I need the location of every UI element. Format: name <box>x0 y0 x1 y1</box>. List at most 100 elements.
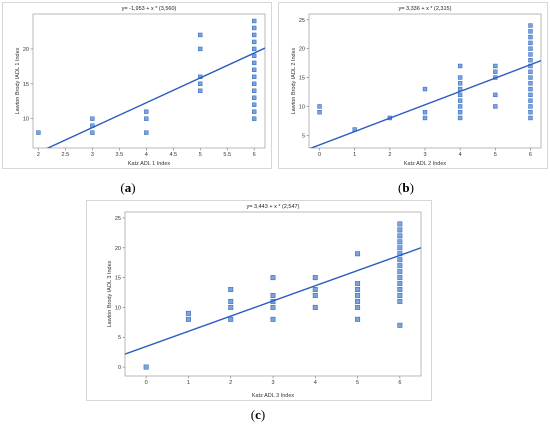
y-axis-label: Lawton Brody IADL 3 Index <box>107 260 113 327</box>
data-point <box>457 81 463 86</box>
data-point <box>355 292 361 298</box>
data-point <box>397 287 403 293</box>
y-tick-label: 15 <box>299 76 305 82</box>
data-point <box>90 116 95 121</box>
data-point <box>270 275 276 281</box>
data-point <box>528 109 533 115</box>
data-point <box>457 115 463 121</box>
data-point <box>252 109 257 114</box>
x-tick-label: 6 <box>398 380 401 386</box>
data-point <box>457 104 463 109</box>
x-tick-label: 4 <box>459 152 462 158</box>
y-tick-label: 5 <box>302 133 305 139</box>
x-tick-label: 0 <box>318 152 321 158</box>
subfigure-letter-a: a <box>124 180 132 195</box>
data-point <box>252 18 257 24</box>
data-point <box>457 63 463 69</box>
x-tick-label: 0 <box>145 380 148 386</box>
data-point <box>185 310 191 316</box>
regression-line <box>46 47 265 148</box>
data-point <box>252 39 257 45</box>
data-point <box>457 109 463 115</box>
data-point <box>317 109 322 115</box>
data-point <box>422 109 428 115</box>
y-tick-label: 25 <box>299 18 305 24</box>
data-point <box>312 287 318 293</box>
regression-equation: y= 3,443 + x * (2,547) <box>247 204 300 210</box>
x-tick-label: 2 <box>388 152 391 158</box>
data-point <box>144 116 149 121</box>
x-axis-label: Katz ADL 1 Index <box>128 161 171 167</box>
data-point <box>355 287 361 293</box>
regression-line <box>125 247 421 355</box>
scatter-panel-c: y= 3,443 + x * (2,547) 0 1 2 3 4 5 6 0 5 10 15 20 25 K… <box>86 200 432 401</box>
x-tick-label: 3 <box>423 152 426 158</box>
data-point <box>252 53 257 59</box>
data-point <box>355 251 361 257</box>
scatter-panel-a: y= -1,953 + x * (3,560) 2 2.5 3 3.5 4 4.5 5 5.5 6… <box>2 2 272 169</box>
x-tick-label: 2 <box>37 152 40 158</box>
data-point <box>528 69 533 74</box>
subfigure-label-a: (a) <box>120 180 136 195</box>
data-point <box>252 25 257 31</box>
data-point <box>528 104 533 109</box>
data-point <box>317 104 322 109</box>
data-point <box>198 88 203 93</box>
data-point <box>528 23 533 28</box>
data-point <box>397 233 403 239</box>
data-point <box>312 275 318 281</box>
data-point <box>198 81 203 86</box>
data-point <box>493 63 498 69</box>
data-point <box>528 34 533 40</box>
data-point <box>528 58 533 63</box>
scatter-chart-b: y= 3,336 + x * (2,315) 0 1 2 3 4 5 6 5 10 15 20 25 Ka… <box>291 6 542 167</box>
data-point <box>528 86 533 92</box>
data-point <box>355 298 361 304</box>
x-tick-label: 4.5 <box>169 152 177 158</box>
x-tick-label: 2 <box>229 380 232 386</box>
data-point <box>528 81 533 86</box>
data-point <box>528 46 533 51</box>
data-point <box>528 52 533 57</box>
data-point <box>355 316 361 322</box>
data-point <box>493 69 498 74</box>
x-tick-label: 2.5 <box>62 152 70 158</box>
data-point <box>144 109 149 114</box>
data-point <box>355 281 361 287</box>
y-tick-label: 15 <box>23 82 29 88</box>
data-point <box>143 364 149 370</box>
data-point <box>528 40 533 46</box>
y-axis-label: Lawton Brody IADL 1 Index <box>15 47 21 114</box>
x-axis-label: Katz ADL 3 Index <box>252 393 295 399</box>
data-point <box>397 322 403 328</box>
x-axis-label: Katz ADL 2 Index <box>404 161 447 167</box>
data-point <box>397 281 403 287</box>
x-tick-label: 3 <box>91 152 94 158</box>
data-point <box>397 292 403 298</box>
y-tick-label: 10 <box>299 104 305 110</box>
data-point <box>493 104 498 109</box>
y-tick-label: 10 <box>23 117 29 123</box>
data-point <box>252 46 257 52</box>
data-point <box>355 304 361 310</box>
data-point <box>270 316 276 322</box>
data-point <box>185 316 191 322</box>
data-point <box>90 130 95 135</box>
x-tick-label: 4 <box>145 152 148 158</box>
y-tick-label: 20 <box>299 47 305 53</box>
x-tick-label: 3.5 <box>115 152 123 158</box>
subfigure-label-b: (b) <box>398 180 414 195</box>
data-point <box>397 263 403 269</box>
data-point <box>312 292 318 298</box>
data-point <box>457 98 463 103</box>
data-point <box>528 92 533 98</box>
plot-area <box>308 13 542 149</box>
y-tick-label: 20 <box>115 246 121 252</box>
subfigure-label-c: (c) <box>250 407 266 422</box>
y-tick-label: 15 <box>115 276 121 282</box>
data-point <box>252 102 257 107</box>
subfigure-letter-c: c <box>255 407 261 422</box>
y-tick-label: 5 <box>118 335 121 341</box>
data-point <box>528 98 533 103</box>
y-axis-label: Lawton Brody IADL 2 Index <box>291 47 297 114</box>
